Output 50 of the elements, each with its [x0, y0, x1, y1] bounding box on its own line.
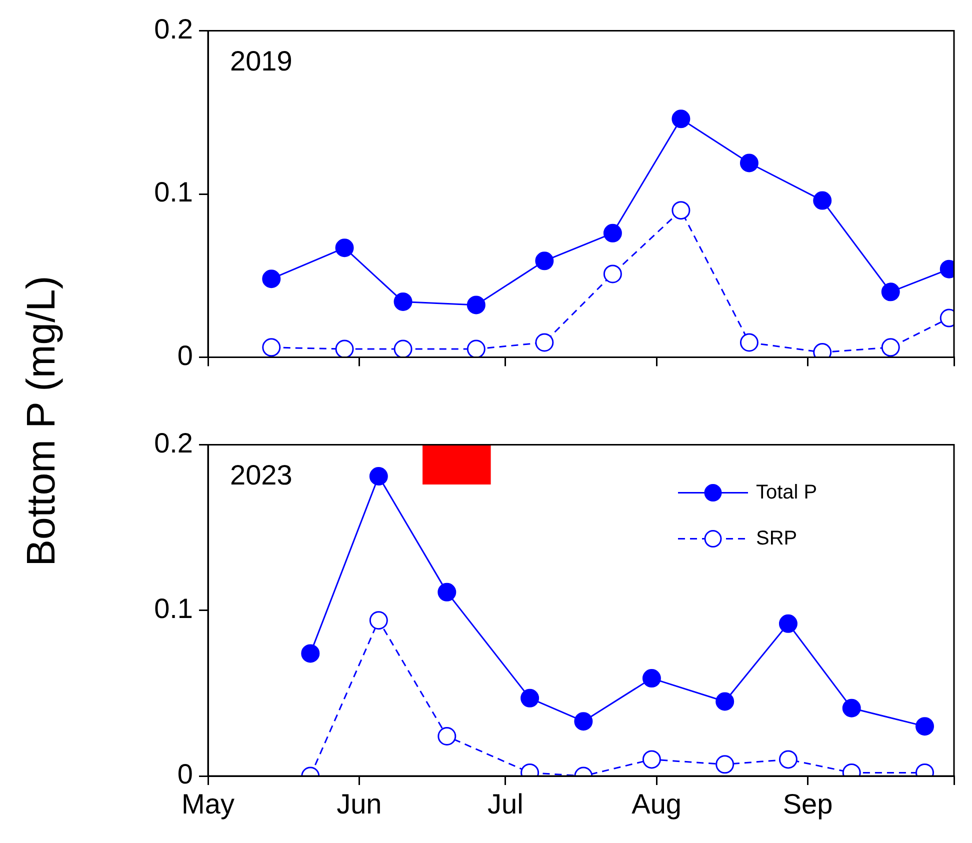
point — [438, 582, 456, 602]
point — [881, 338, 900, 357]
point — [535, 252, 554, 270]
point — [716, 755, 734, 774]
point — [603, 224, 622, 242]
point — [262, 270, 281, 288]
point — [740, 333, 758, 352]
point — [642, 669, 661, 688]
y-tick-label: 0 — [177, 340, 193, 371]
point — [603, 264, 622, 284]
point — [672, 110, 690, 128]
point — [520, 688, 540, 708]
y-tick-label: 0.2 — [154, 428, 193, 459]
point — [716, 692, 734, 711]
point — [574, 712, 593, 731]
x-tick-label: Aug — [632, 788, 682, 820]
x-tick-label: Jul — [488, 788, 524, 820]
y-axis-title: Bottom P (mg/L) — [20, 276, 64, 566]
point — [535, 333, 554, 352]
legend-label: Total P — [756, 481, 818, 504]
point — [642, 750, 661, 769]
point — [842, 698, 861, 718]
point — [466, 296, 486, 314]
point — [301, 644, 320, 663]
point — [778, 750, 798, 769]
text: 2023 — [230, 460, 292, 491]
point — [915, 717, 934, 736]
point — [369, 467, 388, 486]
x-tick-label: May — [182, 788, 234, 820]
legend-label: SRP — [756, 527, 798, 550]
point — [813, 191, 832, 210]
y-tick-label: 0.2 — [154, 14, 193, 45]
point — [881, 282, 900, 302]
y-tick-label: 0.1 — [154, 593, 193, 624]
y-tick-label: 0 — [177, 758, 193, 790]
x-tick-label: Jun — [336, 788, 382, 820]
point — [335, 340, 354, 358]
point — [672, 201, 690, 220]
point — [778, 614, 798, 633]
point — [466, 340, 486, 358]
point — [394, 292, 412, 311]
point — [394, 340, 412, 358]
x-tick-label: Sep — [782, 788, 833, 820]
y-tick-label: 0.1 — [154, 176, 193, 208]
point — [262, 338, 281, 357]
point — [740, 154, 758, 172]
text: 2019 — [230, 46, 292, 77]
point — [438, 727, 456, 746]
point — [335, 238, 354, 258]
point — [369, 611, 388, 630]
